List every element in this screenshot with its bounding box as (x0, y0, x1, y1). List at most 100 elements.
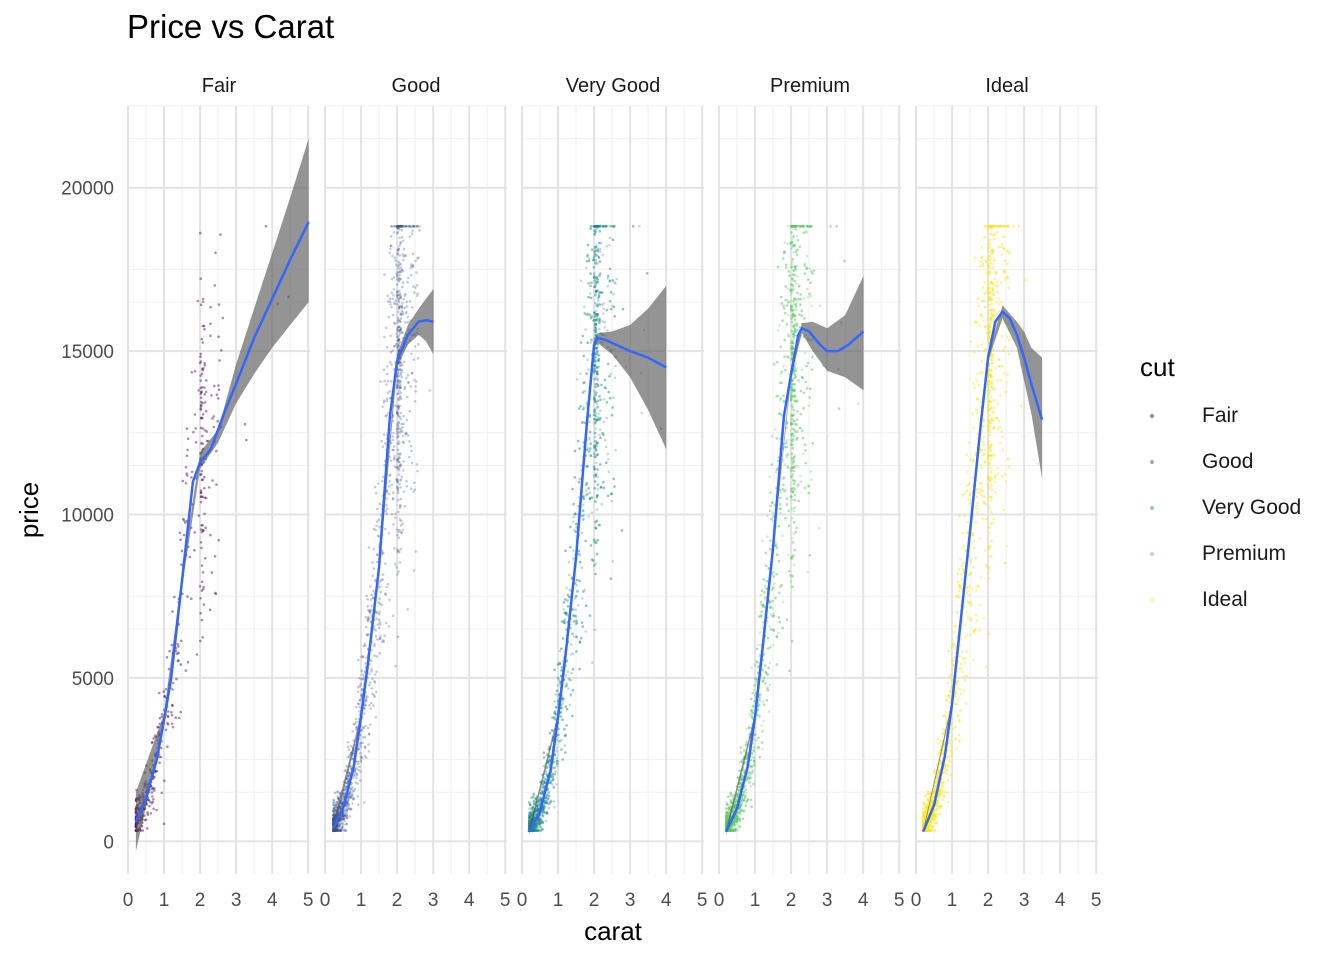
data-point (368, 672, 371, 676)
data-point (141, 829, 145, 832)
data-point (594, 323, 598, 326)
data-point (394, 516, 397, 520)
data-point (397, 264, 401, 267)
data-point (413, 225, 416, 228)
data-point (182, 533, 186, 537)
data-point (606, 494, 610, 498)
data-point (164, 688, 168, 691)
data-point (549, 800, 553, 803)
data-point (560, 748, 563, 752)
data-point (594, 282, 598, 285)
data-point (399, 478, 403, 481)
data-point (377, 618, 381, 622)
data-point (373, 485, 377, 489)
data-point (213, 384, 216, 388)
data-point (405, 432, 408, 435)
data-point (615, 277, 619, 281)
data-point (168, 649, 171, 653)
data-point (398, 395, 402, 398)
data-point (395, 427, 399, 431)
data-point (358, 684, 361, 688)
data-point (397, 536, 401, 539)
data-point (610, 492, 613, 496)
data-point (577, 407, 581, 410)
data-point (599, 247, 602, 251)
data-point (398, 319, 401, 323)
data-point (393, 301, 396, 305)
data-point (373, 643, 376, 646)
data-point (360, 669, 364, 672)
data-point (394, 478, 398, 482)
data-point (355, 776, 358, 780)
data-point (573, 449, 577, 453)
data-point (357, 760, 360, 764)
data-point (384, 621, 388, 625)
data-point (396, 252, 400, 256)
data-point (196, 299, 200, 303)
data-point (334, 829, 338, 832)
data-point (399, 277, 403, 281)
data-point (586, 243, 590, 247)
data-point (214, 592, 218, 596)
data-point (575, 650, 578, 653)
data-point (404, 312, 407, 315)
data-point (388, 297, 392, 301)
data-point (605, 461, 608, 465)
data-point (573, 476, 576, 479)
data-point (340, 815, 344, 818)
data-point (569, 694, 573, 697)
data-point (400, 330, 404, 334)
data-point (204, 496, 208, 500)
data-point (344, 804, 348, 808)
data-point (397, 371, 400, 374)
data-point (401, 301, 404, 305)
data-point (170, 710, 173, 714)
data-point (346, 745, 350, 749)
data-point (593, 399, 597, 403)
data-point (584, 539, 587, 543)
data-point (199, 396, 203, 400)
data-point (631, 225, 635, 228)
data-point (174, 716, 177, 719)
data-point (397, 247, 400, 250)
x-tick-label: 2 (392, 890, 403, 911)
data-point (396, 405, 399, 409)
data-point (602, 486, 606, 490)
data-point (185, 427, 189, 431)
data-point (398, 244, 401, 247)
data-point (399, 296, 402, 300)
data-point (398, 465, 401, 469)
data-point (561, 637, 565, 640)
data-point (400, 225, 403, 228)
data-point (571, 668, 575, 671)
data-point (405, 300, 409, 304)
data-point (192, 430, 195, 434)
data-point (539, 822, 542, 825)
data-point (415, 284, 419, 287)
data-point (596, 399, 600, 403)
data-point (398, 415, 402, 419)
data-point (595, 419, 599, 422)
data-point (603, 438, 607, 442)
data-point (569, 545, 572, 549)
data-point (596, 250, 599, 253)
data-point (401, 285, 404, 289)
data-point (200, 580, 204, 583)
data-point (200, 441, 203, 445)
data-point (382, 368, 386, 372)
data-point (387, 315, 391, 319)
data-point (597, 354, 601, 357)
data-point (211, 417, 214, 420)
data-point (382, 552, 385, 555)
data-point (213, 284, 217, 287)
data-point (593, 487, 597, 490)
data-point (335, 829, 339, 832)
data-point (596, 299, 600, 302)
data-point (585, 259, 589, 263)
data-point (349, 744, 353, 748)
data-point (608, 243, 611, 247)
data-point (385, 507, 389, 511)
data-point (400, 225, 403, 228)
data-point (164, 728, 168, 732)
data-point (390, 512, 394, 516)
